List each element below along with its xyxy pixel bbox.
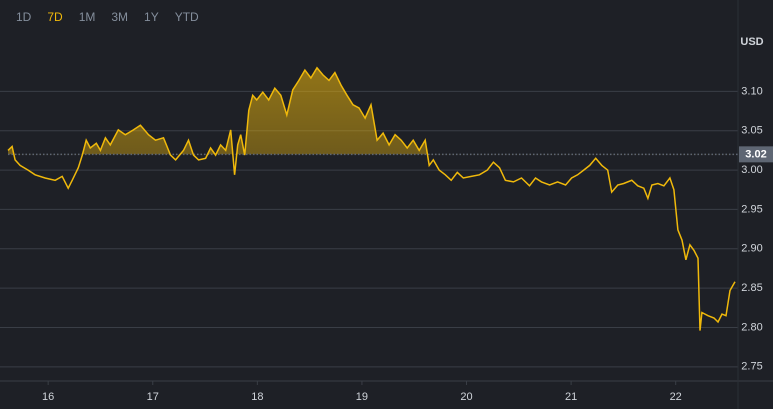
y-axis-label: USD [740,36,763,48]
y-tick-label: 3.10 [741,85,762,97]
range-button[interactable]: 1Y [144,10,159,24]
x-tick-label: 16 [42,391,54,403]
x-tick-label: 20 [460,391,472,403]
price-tag [739,146,773,163]
range-button[interactable]: 3M [111,10,129,24]
price-tag-label: 3.02 [745,148,766,160]
y-tick-label: 2.80 [741,321,762,333]
x-tick-label: 22 [670,391,682,403]
x-tick-label: 17 [147,391,159,403]
y-tick-label: 2.85 [741,282,762,294]
range-selector: 1D 7D 1M 3M 1Y YTD [8,8,207,26]
y-tick-label: 3.05 [741,125,762,137]
y-tick-label: 3.00 [741,164,762,176]
price-line [7,66,736,331]
range-button[interactable]: 1M [78,10,96,24]
x-tick-label: 19 [356,391,368,403]
range-button[interactable]: YTD [174,10,199,24]
y-tick-label: 2.90 [741,243,762,255]
range-button[interactable]: 1D [16,10,32,24]
y-tick-label: 2.95 [741,203,762,215]
x-tick-label: 21 [565,391,577,403]
y-tick-label: 2.75 [741,361,762,373]
x-tick-label: 18 [251,391,263,403]
range-button[interactable]: 7D [47,10,63,24]
